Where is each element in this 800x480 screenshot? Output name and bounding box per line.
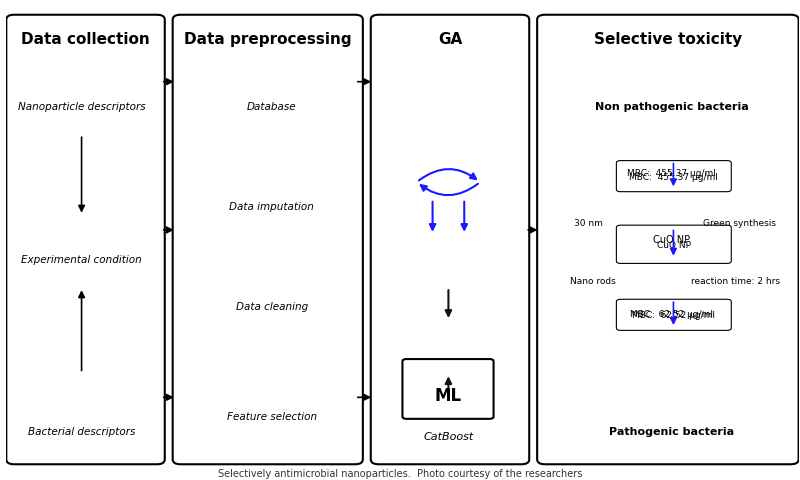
Text: MBC:  455.37 μg/ml: MBC: 455.37 μg/ml — [630, 172, 718, 181]
Text: ML: ML — [435, 386, 462, 404]
FancyBboxPatch shape — [616, 226, 731, 264]
Text: Selective toxicity: Selective toxicity — [594, 32, 742, 47]
Text: 30 nm: 30 nm — [574, 219, 603, 228]
Text: Non pathogenic bacteria: Non pathogenic bacteria — [595, 101, 749, 111]
Text: Data preprocessing: Data preprocessing — [184, 32, 351, 47]
Text: Feature selection: Feature selection — [226, 411, 317, 421]
FancyBboxPatch shape — [173, 16, 363, 464]
Text: Data cleaning: Data cleaning — [236, 302, 308, 312]
Text: MBC:  455.37 μg/ml: MBC: 455.37 μg/ml — [627, 168, 716, 178]
Text: CuO NP: CuO NP — [654, 235, 690, 245]
Text: Experimental condition: Experimental condition — [21, 254, 142, 264]
Text: GA: GA — [438, 32, 462, 47]
Text: MBC:  62.52 μg/ml: MBC: 62.52 μg/ml — [630, 310, 714, 318]
FancyBboxPatch shape — [402, 360, 494, 419]
Text: Pathogenic bacteria: Pathogenic bacteria — [610, 426, 734, 436]
FancyBboxPatch shape — [6, 16, 165, 464]
Text: CatBoost: CatBoost — [423, 431, 474, 441]
Text: CuO NP: CuO NP — [657, 240, 691, 249]
FancyBboxPatch shape — [370, 16, 530, 464]
FancyBboxPatch shape — [616, 300, 731, 331]
Text: Data collection: Data collection — [21, 32, 150, 47]
Text: Nanoparticle descriptors: Nanoparticle descriptors — [18, 101, 146, 111]
Text: Bacterial descriptors: Bacterial descriptors — [28, 426, 135, 436]
Text: Database: Database — [247, 101, 297, 111]
Text: reaction time: 2 hrs: reaction time: 2 hrs — [690, 276, 780, 285]
Text: Green synthesis: Green synthesis — [702, 219, 776, 228]
Text: Selectively antimicrobial nanoparticles.  Photo courtesy of the researchers: Selectively antimicrobial nanoparticles.… — [218, 468, 582, 478]
Text: Data imputation: Data imputation — [230, 202, 314, 212]
Text: Nano rods: Nano rods — [570, 276, 615, 285]
FancyBboxPatch shape — [537, 16, 798, 464]
FancyBboxPatch shape — [616, 161, 731, 192]
Text: MBC:  62.52 μg/ml: MBC: 62.52 μg/ml — [632, 311, 715, 320]
